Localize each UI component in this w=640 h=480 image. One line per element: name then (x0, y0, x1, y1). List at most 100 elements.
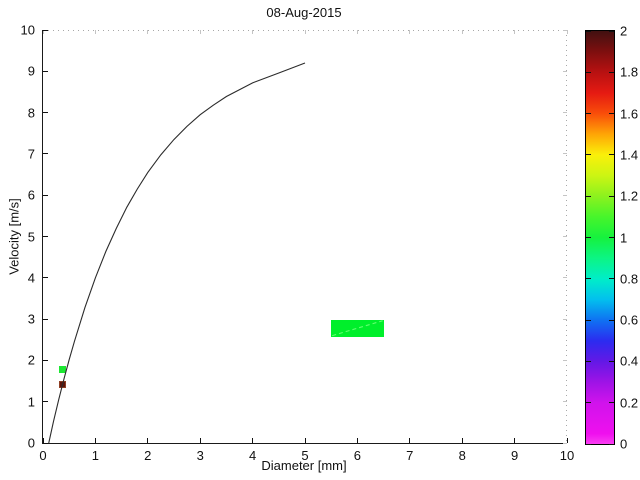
x-tick-top (304, 30, 306, 34)
y-axis-label: Velocity [m/s] (6, 198, 22, 275)
x-tick (566, 438, 568, 443)
colorbar-tick-label: 0.8 (620, 271, 639, 287)
x-tick-top (461, 30, 463, 34)
bin-large-green (331, 319, 384, 337)
x-tick-top (566, 30, 568, 34)
x-tick-top (356, 30, 358, 34)
y-tick-right (563, 29, 567, 31)
colorbar-tick (586, 71, 591, 73)
colorbar-tick (609, 154, 614, 156)
x-tick-label: 9 (510, 448, 519, 463)
y-tick-right (563, 318, 567, 320)
colorbar-tick (609, 319, 614, 321)
cell-edge-diagonal (332, 321, 382, 336)
x-tick (199, 438, 201, 443)
y-tick-right (563, 401, 567, 403)
colorbar-tick (609, 278, 614, 280)
y-tick-right (563, 153, 567, 155)
y-tick-label: 1 (27, 394, 35, 410)
x-tick-label: 5 (301, 448, 309, 463)
colorbar-tick (586, 237, 591, 238)
colorbar-tick (609, 195, 614, 197)
y-tick-right (563, 359, 567, 361)
y-tick-label: 4 (27, 270, 35, 286)
colorbar-tick (609, 360, 614, 362)
y-tick (43, 318, 48, 320)
x-tick-top (199, 30, 201, 34)
colorbar-tick-label: 1.8 (620, 64, 639, 80)
colorbar-tick-label: 2 (620, 23, 628, 39)
colorbar-tick-label: 0.6 (620, 312, 639, 328)
x-tick-top (147, 30, 149, 34)
colorbar-tick (586, 113, 591, 115)
y-tick (43, 277, 48, 279)
y-tick-right (563, 70, 567, 72)
x-tick-top (94, 30, 96, 34)
y-tick (43, 112, 48, 114)
x-tick (304, 438, 306, 443)
colorbar-tick (586, 319, 591, 321)
y-tick-label: 6 (27, 187, 35, 203)
x-tick (514, 438, 516, 443)
y-tick-right (563, 236, 567, 237)
plot-title: 08-Aug-2015 (266, 5, 342, 20)
colorbar-tick-label: 0.4 (620, 353, 639, 369)
colorbar-tick (609, 237, 614, 238)
colorbar-tick (609, 30, 614, 32)
terminal-velocity-curve (49, 63, 305, 443)
x-tick-label: 3 (196, 448, 204, 463)
x-tick-top (514, 30, 516, 34)
x-tick (147, 438, 149, 443)
x-tick (42, 438, 44, 443)
x-tick-label: 0 (39, 448, 47, 463)
y-tick-label: 10 (20, 22, 35, 38)
colorbar-tick (586, 443, 591, 445)
colorbar-tick (586, 30, 591, 32)
y-tick-right (563, 194, 567, 196)
colorbar-tick (586, 278, 591, 280)
y-tick (43, 359, 48, 361)
y-tick-right (563, 112, 567, 114)
colorbar-tick (609, 113, 614, 115)
x-tick-top (409, 30, 411, 34)
colorbar: 0 0.2 0.4 0.6 0.8 1 1.2 1.4 1.6 1.8 2 (585, 24, 638, 452)
colorbar-tick-label: 1 (620, 230, 628, 245)
colorbar-tick (586, 402, 591, 404)
x-tick-label: 6 (353, 448, 362, 463)
y-tick-label: 7 (27, 146, 35, 162)
x-tick-top (252, 30, 254, 34)
y-tick-label: 0 (27, 435, 35, 451)
x-tick (461, 438, 463, 443)
y-tick (43, 401, 48, 403)
x-tick-top (42, 30, 44, 34)
y-tick (43, 70, 48, 72)
y-tick-label: 9 (27, 63, 35, 79)
bin-small-green (59, 366, 67, 373)
colorbar-tick (586, 195, 591, 197)
y-tick-right (563, 442, 567, 444)
curve-layer (43, 30, 567, 443)
y-tick (43, 194, 48, 196)
x-axis-label: Diameter [mm] (261, 458, 347, 473)
colorbar-tick (609, 402, 614, 404)
y-tick (43, 236, 48, 237)
colorbar-tick-label: 1.4 (620, 147, 639, 163)
x-tick-label: 4 (248, 448, 257, 463)
plot-area: 0 1 2 3 4 5 6 7 8 9 10 0 1 2 3 4 5 6 7 8 9 10 (21, 23, 575, 464)
x-tick (252, 438, 254, 443)
x-tick (356, 438, 358, 443)
x-tick-label: 10 (559, 448, 575, 463)
y-tick-label: 2 (27, 352, 35, 368)
y-tick (43, 29, 48, 31)
colorbar-tick (609, 71, 614, 73)
colorbar-tick-label: 1.2 (620, 188, 639, 204)
y-tick-right (563, 277, 567, 279)
x-tick-label: 8 (458, 448, 466, 463)
y-tick-label: 3 (27, 311, 35, 327)
colorbar-tick-label: 1.6 (620, 106, 639, 122)
colorbar-tick-label: 0 (620, 436, 628, 452)
x-tick-label: 2 (144, 448, 152, 463)
x-tick (409, 438, 411, 443)
colorbar-tick (586, 360, 591, 362)
